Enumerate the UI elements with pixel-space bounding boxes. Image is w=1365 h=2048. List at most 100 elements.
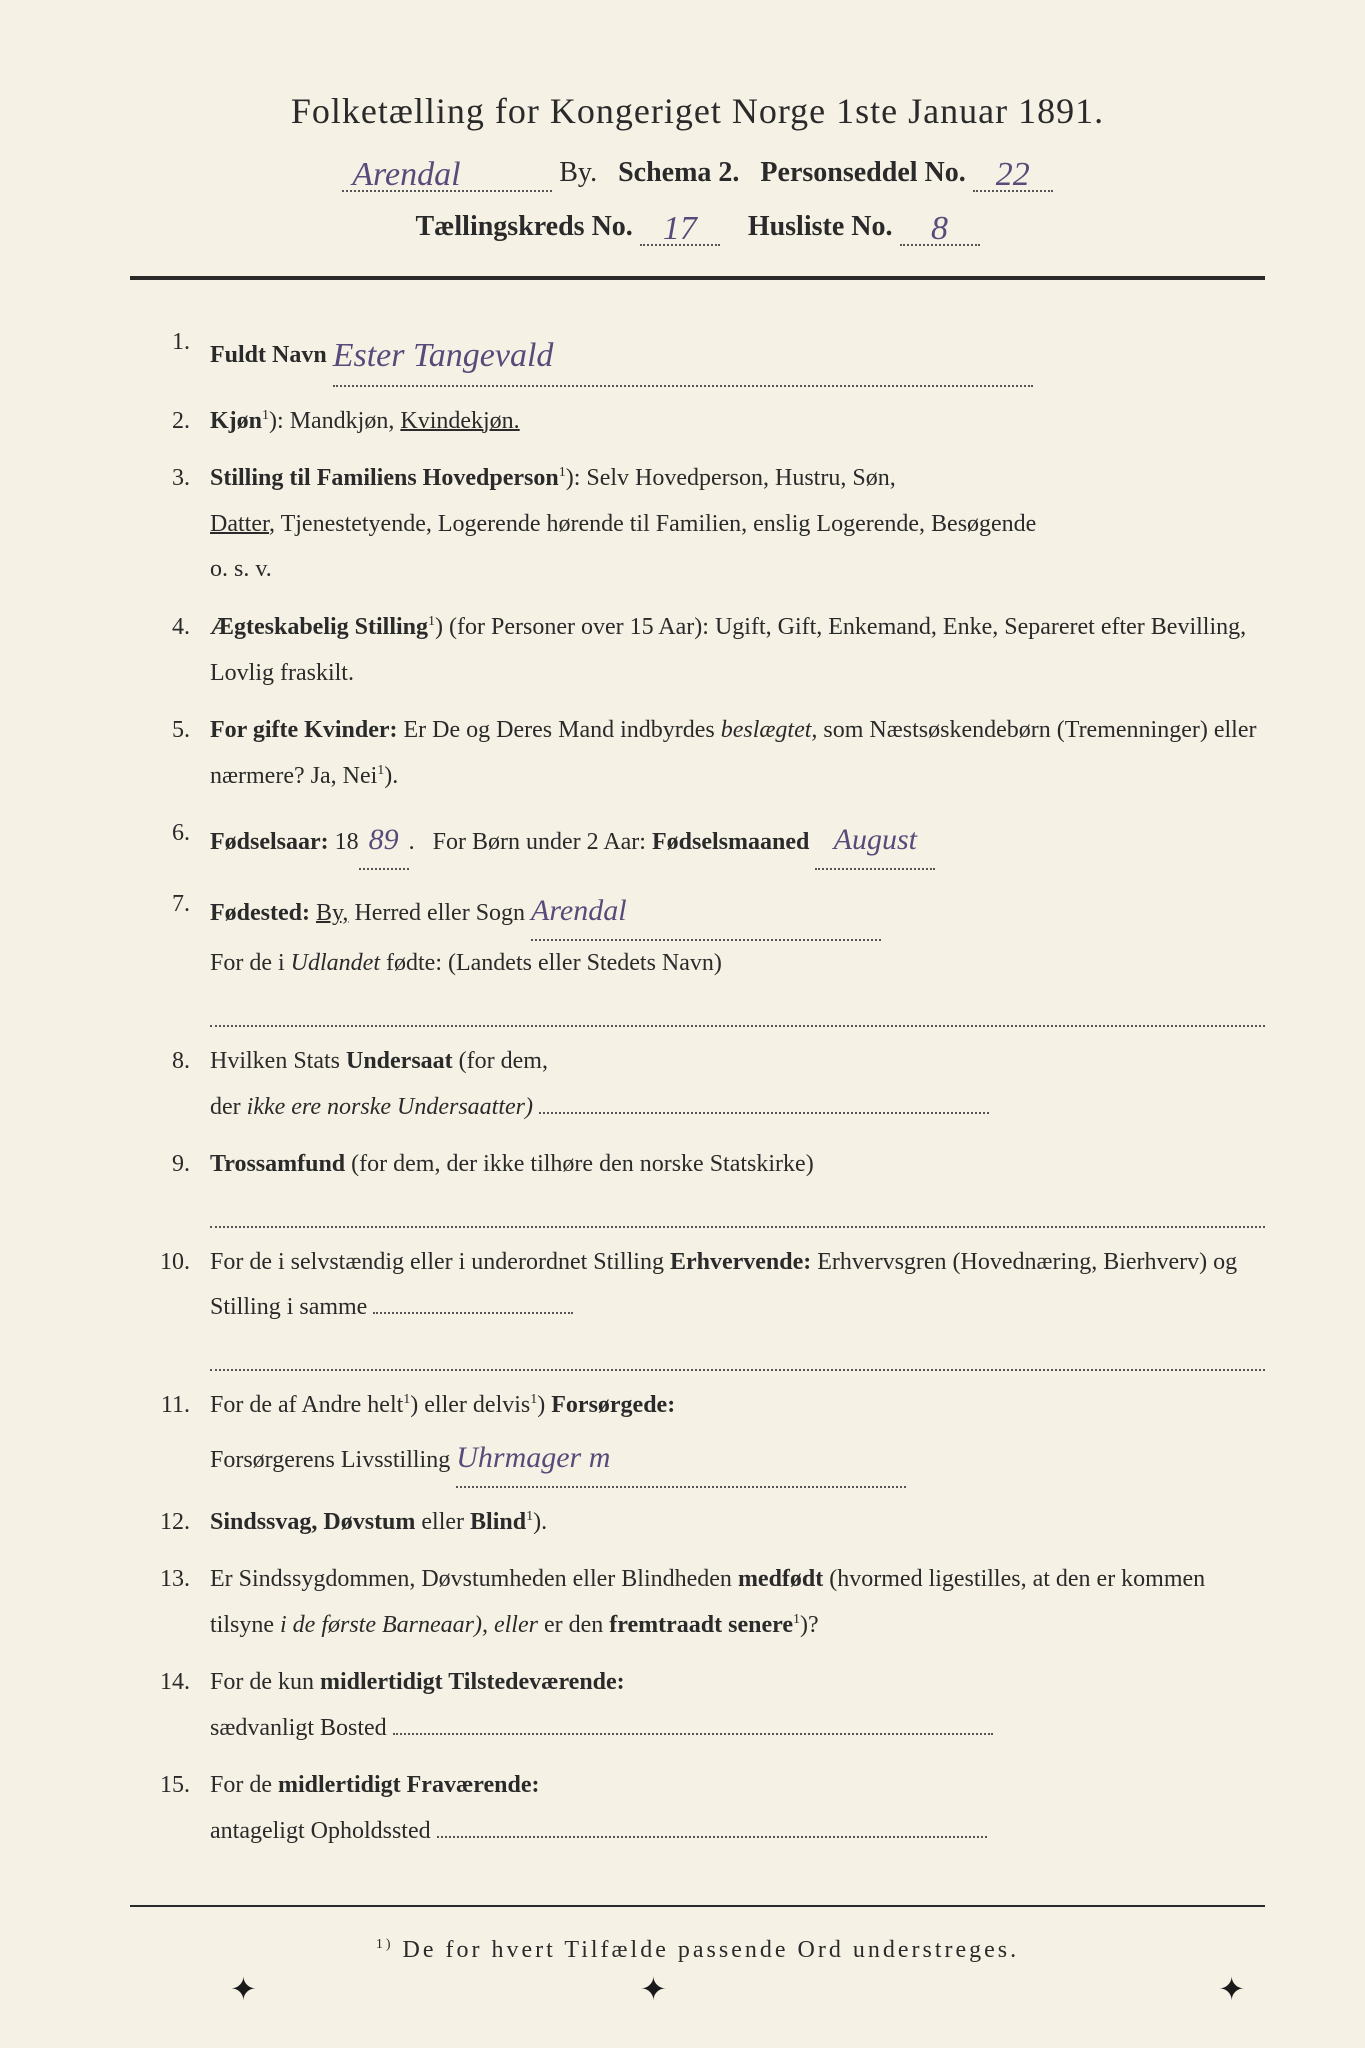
num-1: 1. [130, 320, 210, 387]
num-13: 13. [130, 1557, 210, 1648]
city-value: Arendal [352, 156, 460, 193]
label-religion: Trossamfund [210, 1151, 345, 1177]
month-value: August [834, 823, 917, 856]
text-15a: For de [210, 1772, 272, 1798]
text-3a: Selv Hovedperson, Hustru, Søn, [586, 465, 895, 491]
divider-top [130, 276, 1265, 280]
form-header: Folketælling for Kongeriget Norge 1ste J… [130, 90, 1265, 246]
num-3: 3. [130, 456, 210, 593]
text-13d: er den [544, 1612, 603, 1638]
personseddel-value: 22 [996, 156, 1030, 193]
label-name: Fuldt Navn [210, 342, 327, 368]
num-7: 7. [130, 882, 210, 1027]
line-kreds: Tællingskreds No. 17 Husliste No. 8 [130, 206, 1265, 246]
husliste-value: 8 [931, 210, 948, 247]
label-temp-absent: midlertidigt Fraværende: [278, 1772, 540, 1798]
text-datter: Datter, [210, 511, 275, 537]
num-10: 10. [130, 1240, 210, 1371]
label-relation: Stilling til Familiens Hovedperson [210, 465, 559, 491]
item-5: 5. For gifte Kvinder: Er De og Deres Man… [130, 708, 1265, 799]
label-later: fremtraadt senere [609, 1612, 793, 1638]
husliste-label: Husliste No. [748, 211, 893, 242]
label-birthplace: Fødested: [210, 900, 310, 926]
item-6: 6. Fødselsaar: 1889. For Børn under 2 Aa… [130, 811, 1265, 870]
text-7c: fødte: (Landets eller Stedets Navn) [386, 950, 722, 976]
item-14: 14. For de kun midlertidigt Tilstedevære… [130, 1660, 1265, 1751]
item-2: 2. Kjøn1): Mandkjøn, Kvindekjøn. [130, 399, 1265, 445]
value-name: Ester Tangevald [333, 337, 554, 374]
label-birthmonth: Fødselsmaaned [652, 829, 809, 855]
num-8: 8. [130, 1039, 210, 1130]
text-15b: antageligt Opholdssted [210, 1818, 431, 1844]
item-8: 8. Hvilken Stats Undersaat (for dem, der… [130, 1039, 1265, 1130]
item-11: 11. For de af Andre helt1) eller delvis1… [130, 1383, 1265, 1488]
num-9: 9. [130, 1142, 210, 1228]
schema-label: Schema 2. [618, 157, 739, 188]
item-10: 10. For de i selvstændig eller i underor… [130, 1240, 1265, 1371]
blank-7 [210, 995, 1265, 1027]
mark-center: ✦ [640, 1970, 667, 2008]
num-6: 6. [130, 811, 210, 870]
birthplace-value: Arendal [531, 894, 627, 927]
num-14: 14. [130, 1660, 210, 1751]
main-title: Folketælling for Kongeriget Norge 1ste J… [130, 90, 1265, 132]
mark-left: ✦ [230, 1970, 257, 2008]
text-8b: (for dem, [459, 1048, 548, 1074]
text-11a: For de af Andre helt [210, 1392, 403, 1418]
num-5: 5. [130, 708, 210, 799]
text-8a: Hvilken Stats [210, 1048, 340, 1074]
text-male: Mandkjøn, [290, 408, 395, 434]
label-supported: Forsørgede: [551, 1392, 675, 1418]
text-3b: Tjenestetyende, Logerende hørende til Fa… [281, 511, 1037, 537]
item-7: 7. Fødested: By, Herred eller Sogn Arend… [130, 882, 1265, 1027]
footnote-text: De for hvert Tilfælde passende Ord under… [403, 1937, 1020, 1963]
num-4: 4. [130, 605, 210, 696]
census-form-page: Folketælling for Kongeriget Norge 1ste J… [0, 0, 1365, 2048]
text-11b: eller delvis [424, 1392, 530, 1418]
text-6: For Børn under 2 Aar: [433, 829, 646, 855]
provider-value: Uhrmager m [456, 1441, 610, 1474]
text-13c: eller [494, 1612, 538, 1638]
label-marital: Ægteskabelig Stilling [210, 614, 428, 640]
text-8i: ikke ere norske Undersaatter) [247, 1094, 533, 1120]
text-8c: der [210, 1094, 241, 1120]
num-15: 15. [130, 1763, 210, 1854]
num-12: 12. [130, 1500, 210, 1546]
num-2: 2. [130, 399, 210, 445]
taellingskreds-label: Tællingskreds No. [415, 211, 632, 242]
label-married: For gifte Kvinder: [210, 717, 398, 743]
label-subject: Undersaat [346, 1048, 453, 1074]
label-sex: Kjøn [210, 408, 262, 434]
num-11: 11. [130, 1383, 210, 1488]
form-items: 1. Fuldt Navn Ester Tangevald 2. Kjøn1):… [130, 320, 1265, 1855]
text-3c: o. s. v. [210, 556, 272, 582]
text-9: (for dem, der ikke tilhøre den norske St… [351, 1151, 814, 1177]
text-7i: Udlandet [291, 950, 380, 976]
blank-9 [210, 1196, 1265, 1228]
by-label: By. [559, 157, 597, 188]
divider-bottom [130, 1905, 1265, 1907]
year-value: 89 [369, 823, 399, 856]
text-7a: Herred eller Sogn [354, 900, 525, 926]
line-city: Arendal By. Schema 2. Personseddel No. 2… [130, 152, 1265, 192]
label-temp-present: midlertidigt Tilstedeværende: [320, 1669, 625, 1695]
text-13a: Er Sindssygdommen, Døvstumheden eller Bl… [210, 1566, 732, 1592]
text-14a: For de kun [210, 1669, 314, 1695]
blank-15 [437, 1836, 987, 1838]
taellingskreds-value: 17 [663, 210, 697, 247]
text-11c: Forsørgerens Livsstilling [210, 1447, 450, 1473]
item-4: 4. Ægteskabelig Stilling1) (for Personer… [130, 605, 1265, 696]
item-12: 12. Sindssvag, Døvstum eller Blind1). [130, 1500, 1265, 1546]
item-15: 15. For de midlertidigt Fraværende: anta… [130, 1763, 1265, 1854]
text-10a: For de i selvstændig eller i underordnet… [210, 1249, 664, 1275]
item-1: 1. Fuldt Navn Ester Tangevald [130, 320, 1265, 387]
label-birthyear: Fødselsaar: [210, 829, 329, 855]
personseddel-label: Personseddel No. [760, 157, 965, 188]
blank-10b [210, 1339, 1265, 1371]
year-prefix: 18 [335, 829, 359, 855]
text-by: By, [316, 900, 348, 926]
text-12: eller [421, 1509, 464, 1535]
mark-right: ✦ [1218, 1970, 1245, 2008]
label-blind: Blind [470, 1509, 526, 1535]
blank-10a [373, 1312, 573, 1314]
